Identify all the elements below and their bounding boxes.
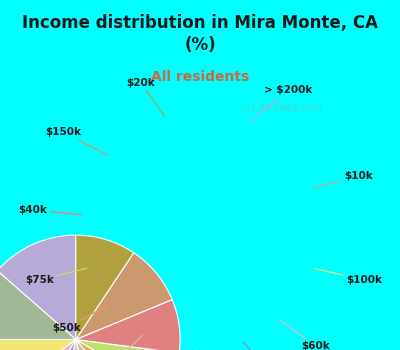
Wedge shape xyxy=(76,340,144,350)
Wedge shape xyxy=(76,235,134,340)
Text: $150k: $150k xyxy=(45,127,107,155)
Wedge shape xyxy=(76,253,172,340)
Text: $40k: $40k xyxy=(18,205,82,215)
Wedge shape xyxy=(24,340,76,350)
Wedge shape xyxy=(0,340,76,350)
Text: ⓘ City-Data.com: ⓘ City-Data.com xyxy=(244,103,322,113)
Wedge shape xyxy=(76,340,166,350)
Text: All residents: All residents xyxy=(151,70,249,84)
Wedge shape xyxy=(0,271,76,340)
Wedge shape xyxy=(76,340,179,350)
Wedge shape xyxy=(76,300,180,350)
Text: $200k: $200k xyxy=(243,342,290,350)
Wedge shape xyxy=(0,340,76,350)
Text: > $200k: > $200k xyxy=(250,85,312,122)
Wedge shape xyxy=(55,340,103,350)
Text: $60k: $60k xyxy=(279,320,330,350)
Wedge shape xyxy=(0,235,76,340)
Text: $10k: $10k xyxy=(312,171,373,188)
Text: $75k: $75k xyxy=(25,268,87,285)
Text: $20k: $20k xyxy=(126,78,164,116)
Text: $125k: $125k xyxy=(91,335,143,350)
Text: Income distribution in Mira Monte, CA
(%): Income distribution in Mira Monte, CA (%… xyxy=(22,14,378,54)
Text: $100k: $100k xyxy=(313,268,382,285)
Text: $50k: $50k xyxy=(52,306,107,333)
